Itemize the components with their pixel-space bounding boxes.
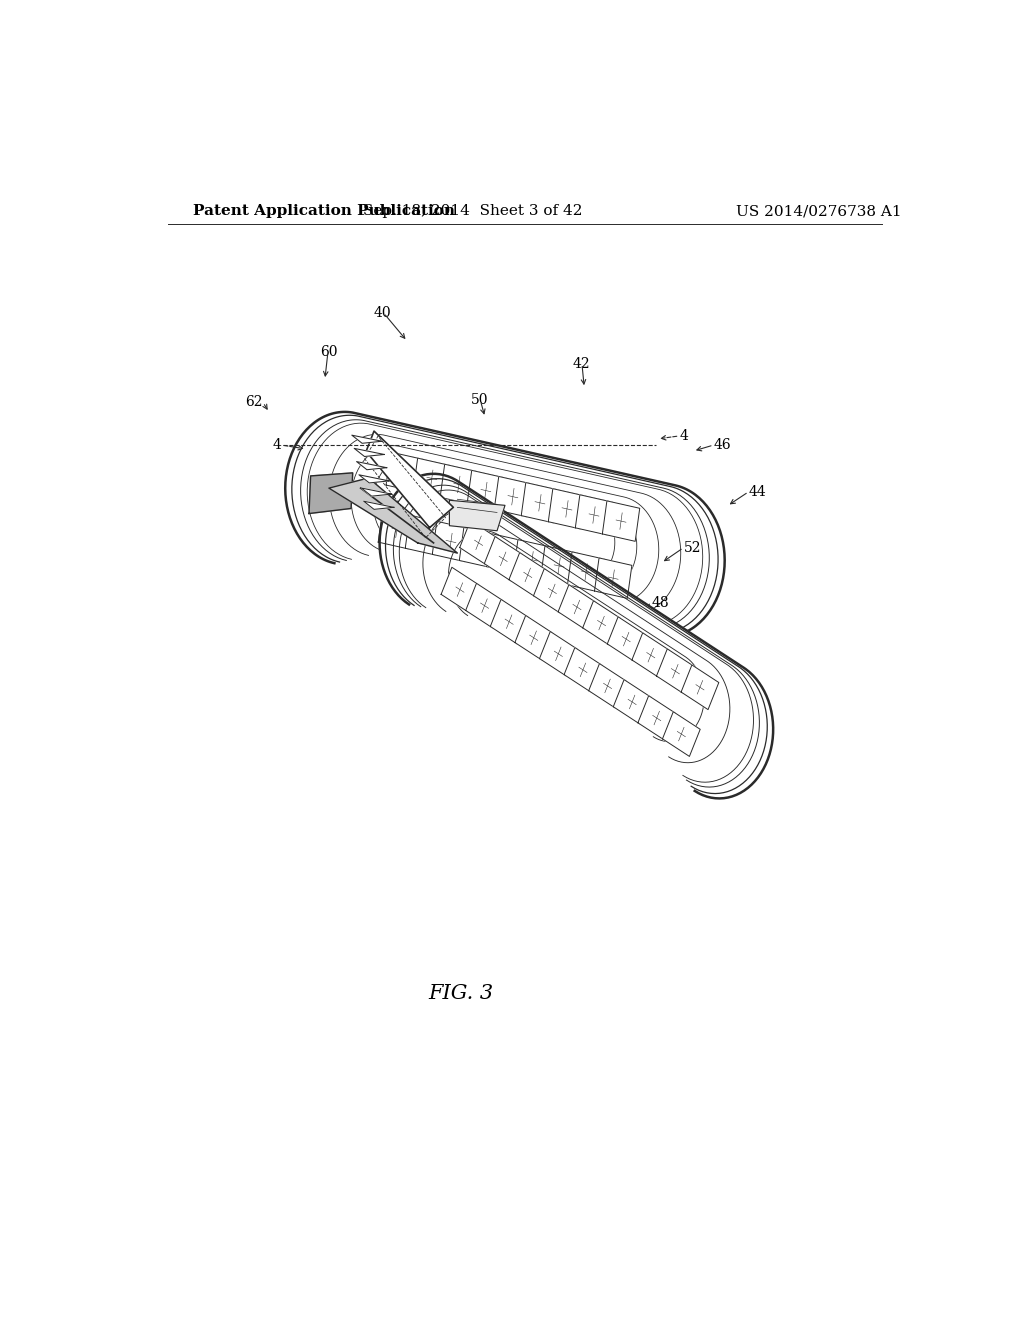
Polygon shape <box>354 449 384 457</box>
Polygon shape <box>656 649 694 693</box>
Polygon shape <box>638 696 676 741</box>
Polygon shape <box>329 478 458 553</box>
Text: 46: 46 <box>714 438 731 451</box>
Polygon shape <box>364 502 394 510</box>
Polygon shape <box>509 553 547 597</box>
Polygon shape <box>589 664 627 709</box>
Text: 56: 56 <box>485 540 503 553</box>
Polygon shape <box>361 488 391 496</box>
Polygon shape <box>486 533 523 574</box>
Polygon shape <box>440 465 477 504</box>
Polygon shape <box>613 680 651 725</box>
Polygon shape <box>663 711 700 756</box>
Polygon shape <box>359 475 389 483</box>
Text: 60: 60 <box>321 345 338 359</box>
Text: 54: 54 <box>585 630 602 643</box>
Polygon shape <box>309 473 352 513</box>
Polygon shape <box>607 616 645 661</box>
Polygon shape <box>490 599 528 644</box>
Polygon shape <box>467 470 505 511</box>
Polygon shape <box>632 632 670 677</box>
Polygon shape <box>575 495 612 535</box>
Polygon shape <box>564 648 602 692</box>
Text: 64: 64 <box>471 585 488 599</box>
Polygon shape <box>567 552 605 593</box>
Polygon shape <box>386 451 424 492</box>
Text: 62: 62 <box>246 395 263 409</box>
Polygon shape <box>513 540 551 579</box>
Polygon shape <box>441 568 479 612</box>
Polygon shape <box>450 500 505 531</box>
Polygon shape <box>541 545 578 586</box>
Polygon shape <box>515 615 553 660</box>
Polygon shape <box>548 488 586 529</box>
Polygon shape <box>406 515 442 556</box>
Text: 48: 48 <box>652 595 670 610</box>
Text: Patent Application Publication: Patent Application Publication <box>194 205 455 218</box>
Polygon shape <box>583 601 621 645</box>
Text: 42: 42 <box>572 356 590 371</box>
Polygon shape <box>460 528 497 568</box>
Text: 40: 40 <box>374 306 391 319</box>
Polygon shape <box>356 462 387 470</box>
Text: 52: 52 <box>684 541 701 554</box>
Polygon shape <box>432 521 470 562</box>
Polygon shape <box>681 665 719 710</box>
Polygon shape <box>413 458 451 499</box>
Polygon shape <box>367 432 454 528</box>
Polygon shape <box>460 520 498 565</box>
Text: FIG. 3: FIG. 3 <box>429 985 494 1003</box>
Polygon shape <box>534 569 571 614</box>
Text: 44: 44 <box>749 484 766 499</box>
Polygon shape <box>602 500 640 541</box>
Polygon shape <box>595 558 632 598</box>
Polygon shape <box>286 412 725 636</box>
Text: 4: 4 <box>680 429 688 444</box>
Text: 4: 4 <box>272 438 282 451</box>
Polygon shape <box>558 585 596 630</box>
Polygon shape <box>380 474 773 799</box>
Text: US 2014/0276738 A1: US 2014/0276738 A1 <box>735 205 901 218</box>
Polygon shape <box>466 583 504 628</box>
Text: Sep. 18, 2014  Sheet 3 of 42: Sep. 18, 2014 Sheet 3 of 42 <box>364 205 583 218</box>
Polygon shape <box>521 483 559 523</box>
Polygon shape <box>495 477 531 517</box>
Polygon shape <box>484 536 522 581</box>
Text: 50: 50 <box>471 393 488 408</box>
Polygon shape <box>540 631 578 676</box>
Polygon shape <box>378 510 416 549</box>
Polygon shape <box>352 436 382 444</box>
